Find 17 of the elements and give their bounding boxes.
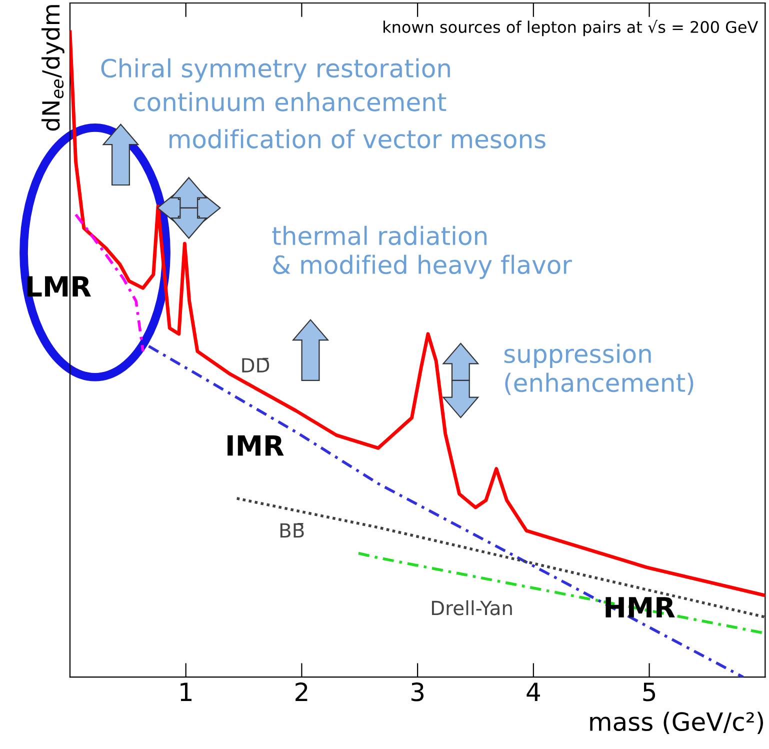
annotation: suppression (enhancement) xyxy=(504,344,694,396)
x-tick-label: 5 xyxy=(643,682,656,702)
x-tick-label: 1 xyxy=(180,682,192,701)
y-axis-title: dN$_{ee}$/dydm xyxy=(42,5,64,131)
annotation: IMR xyxy=(228,435,284,456)
annotation: modification of vector mesons xyxy=(170,129,546,148)
annotation: continuum enhancement xyxy=(134,92,446,112)
annotation: known sources of lepton pairs at √s = 200 GeV xyxy=(384,20,758,36)
annotation: Chiral symmetry restoration xyxy=(101,58,450,83)
x-tick-label: 3 xyxy=(412,682,424,702)
x-tick-label: 2 xyxy=(296,682,308,701)
annotation: thermal radiation & modified heavy flavor xyxy=(272,226,572,279)
annotation: Drell-Yan xyxy=(432,600,512,616)
annotation: BB̄ xyxy=(280,523,304,538)
annotation: DD̄ xyxy=(242,358,270,372)
x-tick-label: 4 xyxy=(526,682,540,701)
x-axis-title: mass (GeV/c²) xyxy=(590,712,764,734)
